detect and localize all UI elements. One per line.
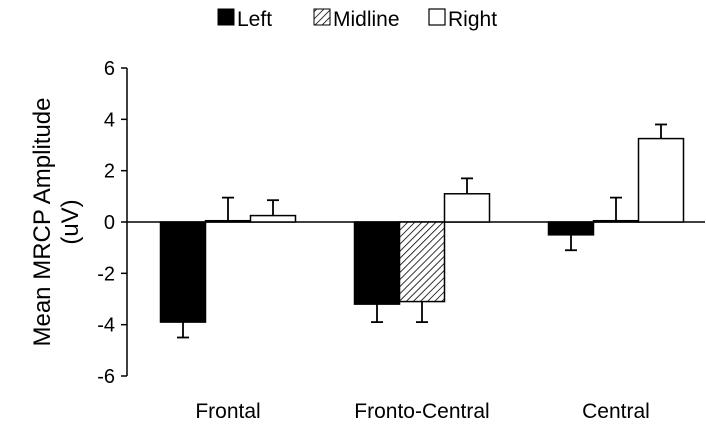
bar-right-0 <box>249 214 297 223</box>
y-tick-label: -4 <box>97 315 115 337</box>
y-tick-label: -6 <box>97 366 115 388</box>
y-tick-label: 2 <box>104 161 115 183</box>
y-tick-label: 4 <box>104 109 115 131</box>
legend-item-midline: Midline <box>313 8 400 31</box>
y-axis-title-line1: Mean MRCP Amplitude <box>29 98 56 347</box>
y-tick-label: 6 <box>104 58 115 80</box>
legend-label-right: Right <box>448 8 497 31</box>
bar-right-2 <box>637 137 685 223</box>
y-axis-title-line2: (uV) <box>57 199 84 244</box>
y-tick-label: -2 <box>97 263 115 285</box>
bar-left-0 <box>159 221 207 323</box>
y-tick-label: 0 <box>104 212 115 234</box>
legend: Left Midline Right <box>217 8 497 31</box>
legend-label-left: Left <box>237 8 272 31</box>
legend-item-left: Left <box>217 8 272 31</box>
legend-swatch-midline <box>313 8 331 26</box>
bar-midline-2 <box>592 219 640 223</box>
legend-swatch-left <box>217 8 235 26</box>
error-bars <box>177 123 667 339</box>
x-category-label: Frontal <box>195 400 260 423</box>
bars <box>159 137 685 323</box>
bar-right-1 <box>443 193 491 223</box>
bar-midline-1 <box>398 221 446 303</box>
x-axis-labels: Frontal Fronto-Central Central <box>195 400 650 423</box>
x-category-label: Fronto-Central <box>354 400 489 423</box>
bar-left-2 <box>547 221 595 236</box>
x-category-label: Central <box>582 400 650 423</box>
bar-midline-0 <box>204 219 252 223</box>
legend-item-right: Right <box>428 8 497 31</box>
legend-swatch-right <box>428 8 446 26</box>
y-axis-title: Mean MRCP Amplitude (uV) <box>29 98 84 347</box>
legend-label-midline: Midline <box>333 8 400 31</box>
bar-left-1 <box>353 221 401 305</box>
